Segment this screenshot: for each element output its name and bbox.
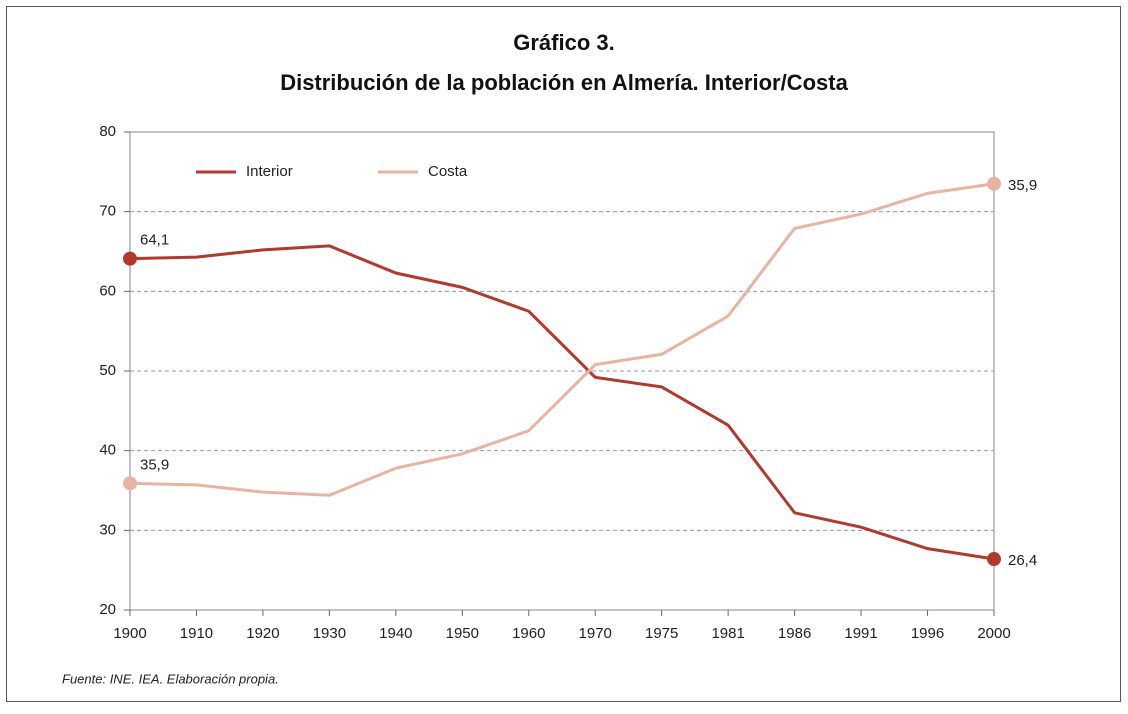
x-tick-label: 1975	[645, 625, 678, 642]
source: Fuente: INE. IEA. Elaboración propia.	[62, 671, 279, 686]
series-line	[129, 182, 995, 497]
x-tick-label: 2000	[977, 625, 1010, 642]
x-tick-label: 1996	[911, 625, 944, 642]
value-label: 35,9	[140, 456, 169, 473]
x-tick-label: 1960	[512, 625, 545, 642]
end-marker	[987, 176, 1001, 191]
x-tick-label: 1910	[180, 625, 213, 642]
y-tick-label: 50	[99, 362, 116, 379]
series-line	[129, 244, 995, 561]
x-tick-label: 1991	[844, 625, 877, 642]
legend-label: Interior	[246, 163, 293, 180]
value-label: 64,1	[140, 232, 169, 249]
legend-label: Costa	[428, 163, 468, 180]
chart-title: Gráfico 3.	[513, 30, 614, 55]
x-tick-label: 1986	[778, 625, 811, 642]
y-tick-label: 40	[99, 442, 116, 459]
x-tick-label: 1950	[446, 625, 479, 642]
y-tick-label: 30	[99, 521, 116, 538]
y-tick-label: 60	[99, 282, 116, 299]
x-tick-label: 1981	[711, 625, 744, 642]
end-marker	[123, 251, 137, 266]
x-tick-label: 1940	[379, 625, 412, 642]
end-marker	[123, 476, 137, 491]
x-tick-label: 1920	[246, 625, 279, 642]
x-tick-label: 1970	[579, 625, 612, 642]
annotation: 35,9	[1008, 177, 1037, 194]
chart-subtitle: Distribución de la población en Almería.…	[280, 70, 848, 95]
value-label: 26,4	[1008, 552, 1037, 569]
x-tick-label: 1930	[313, 625, 346, 642]
x-tick-label: 1900	[113, 625, 146, 642]
end-marker	[987, 552, 1001, 567]
y-tick-label: 20	[99, 601, 116, 618]
frame	[6, 6, 1121, 702]
y-tick-label: 70	[99, 203, 116, 220]
y-tick-label: 80	[99, 123, 116, 140]
